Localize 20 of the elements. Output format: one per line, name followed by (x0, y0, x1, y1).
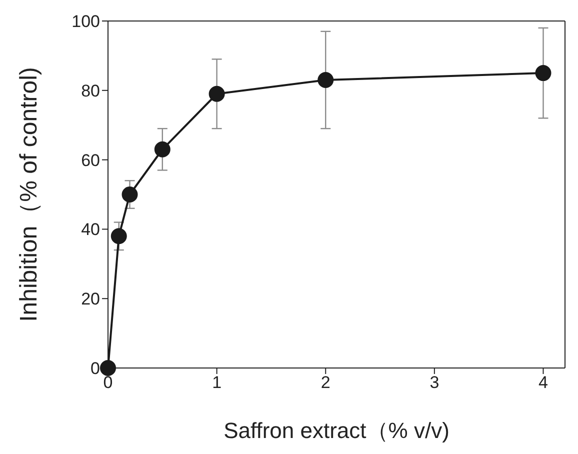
point (535, 65, 552, 82)
point (318, 72, 334, 88)
x-tick-label: 3 (430, 373, 440, 392)
y-tick-label: 100 (72, 12, 100, 32)
x-tick-label: 1 (212, 373, 222, 392)
point (208, 86, 225, 102)
y-tick-label: 40 (81, 220, 100, 240)
point (154, 141, 170, 158)
y-tick-label: 80 (81, 81, 100, 100)
x-tick-label: 4 (538, 373, 548, 392)
x-tick-label: 0 (103, 373, 113, 392)
y-axis-title: Inhibition（% of control) (16, 67, 43, 322)
y-tick-label: 20 (81, 290, 100, 309)
point (100, 360, 116, 376)
y-tick-label: 60 (81, 150, 100, 170)
x-axis-title: Saffron extract（% v/v) (224, 418, 450, 443)
point (110, 228, 127, 244)
point (122, 186, 138, 202)
y-tick-label: 0 (90, 359, 100, 378)
x-tick-label: 2 (320, 373, 330, 392)
